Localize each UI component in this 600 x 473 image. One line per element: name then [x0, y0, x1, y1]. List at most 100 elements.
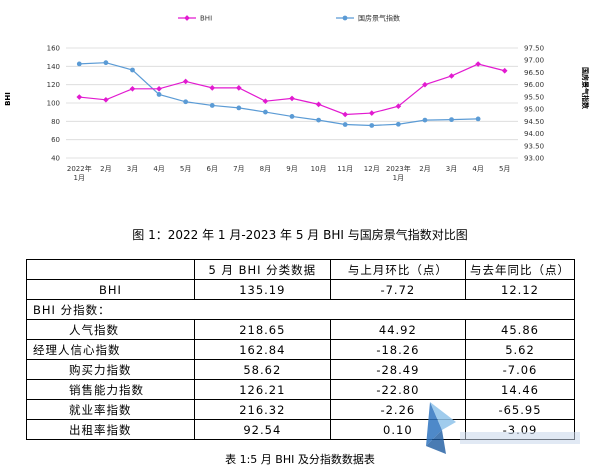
table-row: 购买力指数 58.62 -28.49 -7.06: [26, 359, 575, 380]
table-header-row: 5 月 BHI 分类数据 与上月环比（点） 与去年同比（点）: [26, 259, 575, 280]
series-point: [129, 85, 136, 92]
right-tick-label: 95.50: [524, 93, 544, 101]
x-tick-label-line: 4月: [472, 165, 483, 173]
series-point: [209, 103, 215, 108]
series-point: [395, 121, 401, 127]
x-tick-label: 10月: [311, 165, 327, 173]
table-cell: -65.95: [465, 399, 575, 420]
right-axis-label: 国房景气指数: [581, 67, 590, 110]
series-point: [449, 117, 454, 123]
table-cell: -7.06: [465, 359, 575, 380]
x-tick-label: 9月: [286, 165, 297, 173]
table-row-label: 经理人信心指数: [26, 339, 195, 360]
x-tick-label: 2月: [100, 165, 111, 173]
table-row: 人气指数 218.65 44.92 45.86: [26, 319, 575, 340]
x-tick-label: 4月: [472, 165, 483, 173]
x-tick-label: 8月: [260, 165, 271, 173]
table-header-cell: [26, 259, 195, 280]
series-layer: [76, 60, 508, 128]
watermark-logo: [426, 402, 456, 454]
watermark-text-band: [460, 432, 580, 444]
table-cell: 218.65: [193, 319, 331, 340]
series-point: [475, 116, 481, 122]
x-tick-label-line: 5月: [499, 165, 510, 173]
right-tick-label: 93.00: [524, 155, 544, 163]
right-tick-label: 97.00: [524, 57, 544, 65]
series-point: [342, 122, 348, 127]
table-header-cell: 5 月 BHI 分类数据: [193, 259, 331, 280]
right-tick-label: 96.00: [524, 81, 544, 89]
x-tick-label-line: 4月: [153, 165, 164, 173]
right-tick-label: 95.00: [524, 106, 544, 114]
right-tick-label: 93.50: [524, 142, 544, 150]
table-cell: 5.62: [465, 339, 575, 360]
table-row: BHI 分指数：: [26, 299, 575, 320]
legend-label: 国房景气指数: [358, 14, 400, 23]
right-axis-ticks: 93.00 93.50 94.00 94.50 95.00 95.50 96.00 96.50…: [524, 45, 544, 163]
left-tick-label: 40: [51, 155, 60, 163]
table-header-cell: 与去年同比（点）: [465, 259, 575, 280]
left-tick-label: 160: [47, 45, 60, 53]
table-row: 就业率指数 216.32 -2.26 -65.95: [26, 399, 575, 420]
left-tick-label: 140: [47, 63, 60, 71]
legend: BHI 国房景气指数: [178, 14, 400, 23]
series-point: [182, 78, 189, 85]
x-tick-label: 5月: [180, 165, 191, 173]
left-tick-label: 80: [51, 118, 60, 126]
right-tick-label: 97.50: [524, 45, 544, 53]
x-tick-label: 5月: [499, 165, 510, 173]
table-row-label: 出租率指数: [26, 419, 195, 440]
series-point: [315, 101, 322, 108]
x-tick-label-line: 12月: [364, 165, 380, 173]
series-point: [368, 110, 375, 116]
series-point: [422, 117, 428, 123]
table-cell: 58.62: [193, 359, 331, 380]
series-point: [289, 95, 295, 102]
x-tick-label-line: 2月: [100, 165, 111, 173]
x-tick-label: 3月: [127, 165, 138, 173]
x-tick-label-line: 1月: [74, 174, 85, 182]
table-caption: 表 1:5 月 BHI 及分指数数据表: [225, 453, 375, 466]
series-point: [342, 111, 349, 118]
x-tick-label: 2023年 1月: [386, 164, 411, 182]
series-point: [183, 99, 189, 105]
series-point: [369, 123, 375, 128]
series-point: [422, 81, 428, 88]
left-tick-label: 100: [47, 100, 60, 108]
x-tick-label-line: 3月: [127, 165, 138, 173]
x-tick-label-line: 2023年: [386, 164, 411, 173]
table-row-label: BHI: [26, 279, 195, 300]
x-tick-label: 12月: [364, 165, 380, 173]
table-cell: 14.46: [465, 379, 575, 400]
x-tick-label: 2月: [419, 165, 430, 173]
table-cell: 216.32: [193, 399, 331, 420]
grid-lines: [66, 47, 518, 159]
table-cell: 92.54: [193, 419, 331, 440]
right-tick-label: 94.50: [524, 118, 544, 126]
series-point: [262, 98, 269, 104]
right-tick-label: 96.50: [524, 69, 544, 77]
figure-caption: 图 1：2022 年 1 月-2023 年 5 月 BHI 与国房景气指数对比图: [132, 228, 468, 242]
table-row-label: 购买力指数: [26, 359, 195, 380]
series-point: [130, 67, 135, 73]
left-tick-label: 60: [51, 136, 60, 144]
right-tick-label: 94.00: [524, 130, 544, 138]
table-row-label: 就业率指数: [26, 399, 195, 420]
table-row: BHI 135.19 -7.72 12.12: [26, 279, 575, 300]
table-cell: 162.84: [193, 339, 331, 360]
table-header-cell: 与上月环比（点）: [329, 259, 467, 280]
legend-marker: [342, 15, 348, 21]
x-tick-label-line: 10月: [311, 165, 327, 173]
table-cell: -28.49: [329, 359, 467, 380]
x-tick-label: 6月: [207, 165, 218, 173]
series-point: [156, 92, 162, 97]
series-point: [289, 114, 295, 119]
table-cell: -18.26: [329, 339, 467, 360]
left-axis-label: BHI: [4, 92, 12, 106]
series-point: [448, 73, 455, 79]
x-tick-label-line: 9月: [286, 165, 297, 173]
x-tick-label-line: 6月: [207, 165, 218, 173]
series-line: [79, 63, 505, 116]
